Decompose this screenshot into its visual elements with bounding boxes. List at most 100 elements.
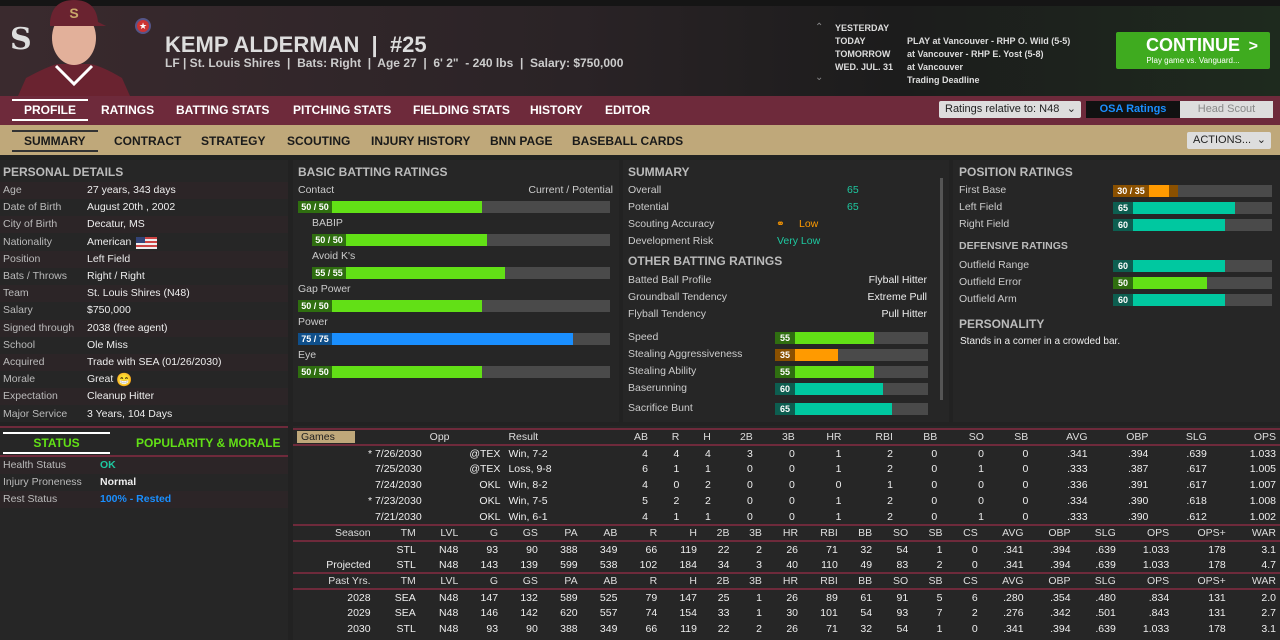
column-header[interactable]: 3B: [781, 431, 795, 443]
subtab-baseball-cards[interactable]: BASEBALL CARDS: [572, 134, 684, 148]
subtab-strategy[interactable]: STRATEGY: [201, 134, 266, 148]
schedule-event[interactable]: at Vancouver: [907, 62, 964, 72]
column-header[interactable]: AVG: [1002, 527, 1024, 539]
schedule-event[interactable]: at Vancouver - RHP E. Yost (5-8): [907, 49, 1044, 59]
column-header[interactable]: R: [649, 575, 658, 587]
ratings-relative-dropdown[interactable]: Ratings relative to: N48 ⌄: [939, 101, 1081, 118]
schedule-event[interactable]: Trading Deadline: [907, 75, 980, 85]
column-header[interactable]: 2B: [716, 575, 730, 587]
column-header[interactable]: SLG: [1094, 527, 1116, 539]
column-header[interactable]: HR: [782, 575, 799, 587]
column-header[interactable]: GS: [522, 527, 538, 539]
games-dropdown[interactable]: Games: [297, 431, 355, 443]
column-header[interactable]: 3B: [749, 527, 762, 539]
tab-profile[interactable]: PROFILE: [12, 99, 89, 121]
tab-history[interactable]: HISTORY: [530, 103, 583, 117]
column-header[interactable]: OBP: [1048, 527, 1071, 539]
column-header[interactable]: AVG: [1002, 575, 1024, 587]
column-header[interactable]: BB: [858, 527, 873, 539]
head-scout-toggle[interactable]: Head Scout: [1180, 101, 1273, 118]
column-header[interactable]: TM: [400, 575, 416, 587]
column-header[interactable]: Opp: [429, 431, 450, 443]
column-header[interactable]: SB: [928, 575, 943, 587]
column-header[interactable]: SO: [968, 431, 984, 443]
column-header[interactable]: 2B: [739, 431, 753, 443]
column-header[interactable]: 2B: [716, 527, 730, 539]
column-header[interactable]: R: [649, 527, 658, 539]
column-header[interactable]: H: [689, 527, 697, 539]
column-header[interactable]: OPS+: [1197, 575, 1226, 587]
osa-ratings-toggle[interactable]: OSA Ratings: [1086, 101, 1180, 118]
tab-popularity-morale[interactable]: POPULARITY & MORALE: [136, 436, 281, 450]
column-header[interactable]: WAR: [1251, 527, 1276, 539]
column-header[interactable]: WAR: [1251, 575, 1276, 587]
column-header[interactable]: G: [489, 527, 499, 539]
column-header[interactable]: LVL: [440, 575, 459, 587]
column-header[interactable]: AB: [603, 575, 618, 587]
column-header[interactable]: TM: [400, 527, 416, 539]
column-header[interactable]: AB: [603, 527, 618, 539]
game-row[interactable]: * 7/23/2030 OKL Win, 7-5 5 2 2 0 0 1 2 0 0 0 .334 .390…: [293, 493, 1280, 509]
column-header[interactable]: RBI: [820, 527, 838, 539]
game-row[interactable]: 7/24/2030 OKL Win, 8-2 4 0 2 0 0 0 1 0 0 0 .336 .391 .6…: [293, 477, 1280, 493]
column-header[interactable]: R: [671, 431, 680, 443]
column-header[interactable]: G: [489, 575, 499, 587]
schedule-event[interactable]: PLAY at Vancouver - RHP O. Wild (5-5): [907, 36, 1071, 46]
column-header[interactable]: 3B: [749, 575, 762, 587]
column-header[interactable]: Result: [508, 431, 539, 443]
column-header[interactable]: BB: [923, 431, 938, 443]
column-header[interactable]: SLG: [1094, 575, 1116, 587]
tab-fielding-stats[interactable]: FIELDING STATS: [413, 103, 510, 117]
column-header[interactable]: OPS+: [1197, 527, 1226, 539]
column-header[interactable]: HR: [782, 527, 799, 539]
column-header[interactable]: CS: [963, 575, 978, 587]
tab-editor[interactable]: EDITOR: [605, 103, 651, 117]
column-header[interactable]: PA: [564, 575, 578, 587]
schedule-up-arrow-icon[interactable]: ⌃: [815, 22, 824, 33]
column-header[interactable]: SO: [893, 527, 909, 539]
season-cell: 54: [896, 543, 909, 556]
game-row[interactable]: 7/25/2030 @TEX Loss, 9-8 6 1 1 0 0 1 2 0 1 0 .333 .387…: [293, 461, 1280, 477]
column-header[interactable]: OPS: [1147, 575, 1170, 587]
column-header[interactable]: OBP: [1126, 431, 1149, 443]
column-header[interactable]: SO: [893, 575, 909, 587]
game-cell: Win, 6-1: [508, 511, 548, 523]
column-header[interactable]: SB: [928, 527, 943, 539]
column-header[interactable]: HR: [826, 431, 842, 443]
column-header[interactable]: H: [689, 575, 697, 587]
column-header[interactable]: Past Yrs.: [328, 575, 371, 587]
games-selector[interactable]: Games: [293, 429, 426, 445]
column-header[interactable]: AB: [633, 431, 648, 443]
subtab-contract[interactable]: CONTRACT: [114, 134, 182, 148]
tab-batting-stats[interactable]: BATTING STATS: [176, 103, 270, 117]
actions-dropdown[interactable]: ACTIONS... ⌄: [1187, 132, 1271, 149]
column-header[interactable]: RBI: [875, 431, 893, 443]
column-header[interactable]: BB: [858, 575, 873, 587]
column-header[interactable]: RBI: [820, 575, 838, 587]
column-header[interactable]: CS: [963, 527, 978, 539]
column-header[interactable]: GS: [522, 575, 538, 587]
column-header[interactable]: Season: [334, 527, 371, 539]
column-header[interactable]: LVL: [440, 527, 459, 539]
column-header[interactable]: OPS: [1253, 431, 1276, 443]
subtab-bnn-page[interactable]: BNN PAGE: [490, 134, 553, 148]
column-header[interactable]: SLG: [1185, 431, 1207, 443]
tab-pitching-stats[interactable]: PITCHING STATS: [293, 103, 392, 117]
subtab-injury-history[interactable]: INJURY HISTORY: [371, 134, 471, 148]
column-header[interactable]: AVG: [1066, 431, 1088, 443]
continue-button[interactable]: CONTINUE Play game vs. Vanguard... >: [1116, 32, 1270, 69]
tab-status[interactable]: STATUS: [3, 432, 110, 454]
game-row[interactable]: * 7/26/2030 @TEX Win, 7-2 4 4 4 3 0 1 2 0 0 0 .341 .39…: [293, 445, 1280, 461]
subtab-summary[interactable]: SUMMARY: [12, 130, 98, 152]
column-header[interactable]: OPS: [1147, 527, 1170, 539]
game-row[interactable]: 7/21/2030 OKL Win, 6-1 4 1 1 0 0 1 2 0 1 0 .333 .390 .6…: [293, 509, 1280, 525]
column-header[interactable]: SB: [1014, 431, 1029, 443]
team-logo[interactable]: S: [10, 22, 32, 57]
column-header[interactable]: OBP: [1048, 575, 1071, 587]
schedule-down-arrow-icon[interactable]: ⌄: [815, 72, 824, 83]
scrollbar[interactable]: [939, 166, 945, 416]
column-header[interactable]: PA: [564, 527, 578, 539]
column-header[interactable]: H: [703, 431, 711, 443]
tab-ratings[interactable]: RATINGS: [101, 103, 155, 117]
subtab-scouting[interactable]: SCOUTING: [287, 134, 351, 148]
